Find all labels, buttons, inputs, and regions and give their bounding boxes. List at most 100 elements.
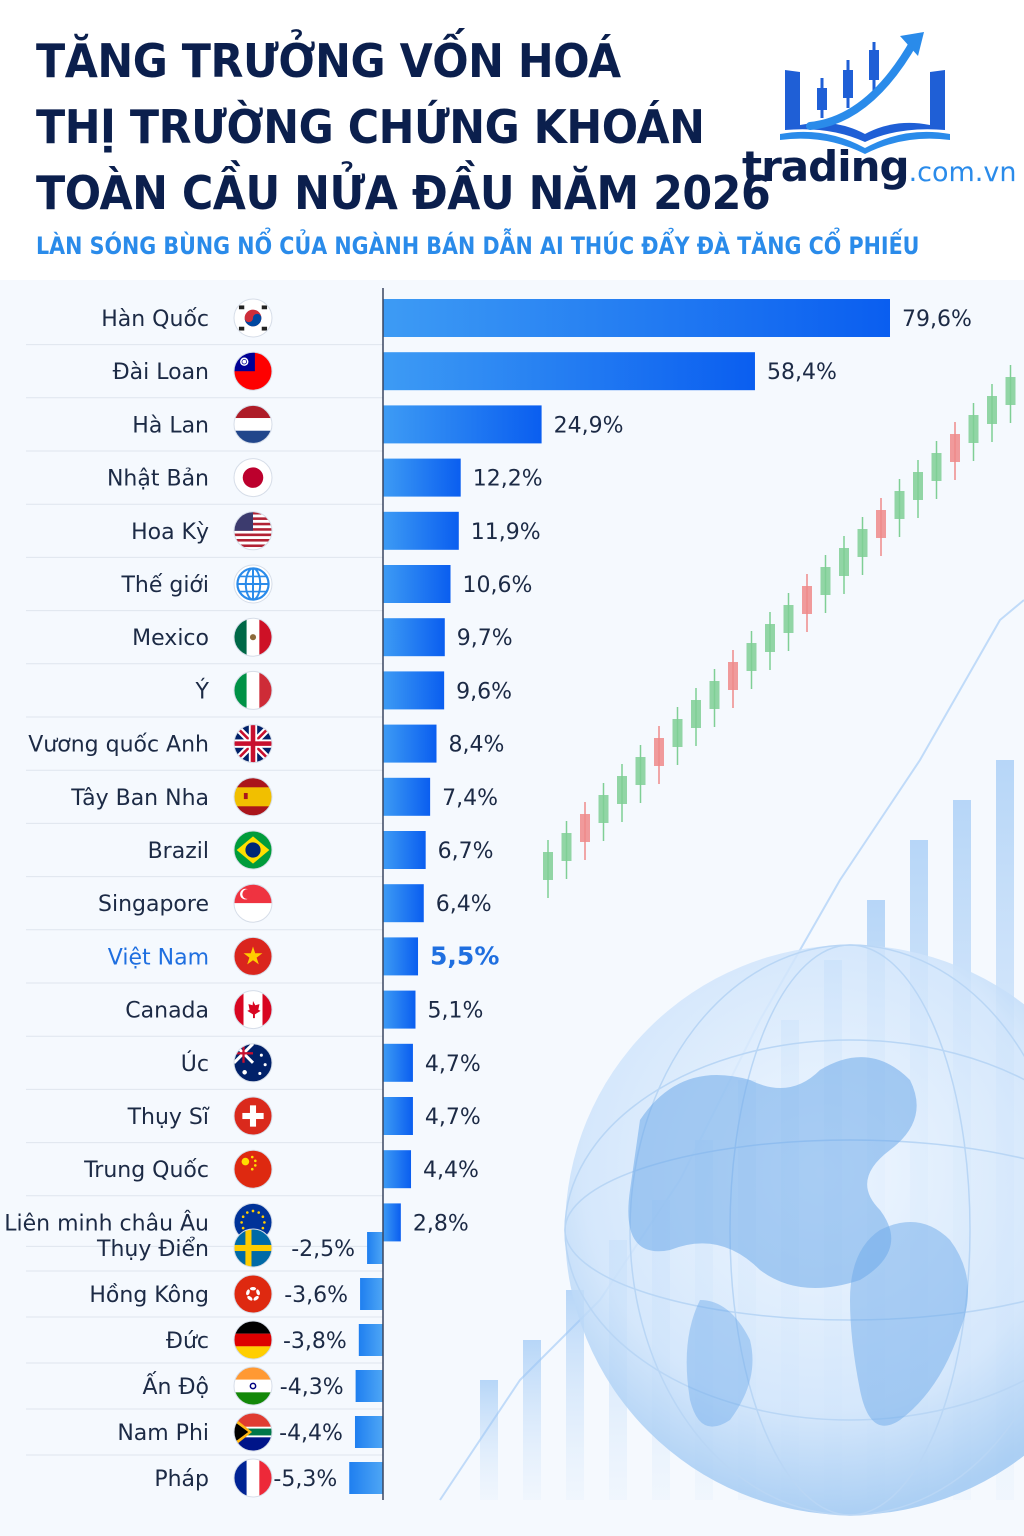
logo-wordmark: trading.com.vn [742, 142, 1016, 191]
background-candle-body [672, 719, 683, 747]
value-label: -3,6% [284, 1283, 348, 1308]
background-candle-body [561, 833, 572, 861]
bar [383, 937, 419, 976]
bar [355, 1370, 383, 1402]
category-label: Liên minh châu Âu [4, 1210, 209, 1236]
category-label: Pháp [154, 1467, 209, 1492]
bar [383, 405, 542, 444]
spain-flag-icon [233, 777, 273, 817]
bar-row: Brazil 6,7% [148, 830, 494, 870]
bar [383, 777, 431, 816]
bar-row: Pháp -5,3% [154, 1458, 383, 1498]
south-africa-flag-icon [233, 1412, 273, 1452]
japan-flag-icon [233, 458, 273, 498]
bar-row: Úc 4,7% [181, 1043, 481, 1083]
background-candle-body [709, 681, 720, 709]
page-title: TĂNG TRƯỞNG VỐN HOÁ THỊ TRƯỜNG CHỨNG KHO… [36, 28, 771, 226]
category-label: Hà Lan [132, 413, 209, 438]
background-candle-body [820, 567, 831, 595]
bar [383, 990, 416, 1029]
logo-brand: trading [742, 142, 910, 191]
bar [383, 1043, 413, 1082]
background-candle-body [635, 757, 646, 785]
bar-row: Việt Nam 5,5% [108, 936, 499, 976]
hong-kong-flag-icon [233, 1274, 273, 1314]
uk-flag-icon [233, 724, 273, 764]
value-label: 9,7% [457, 626, 513, 651]
bar-row: Ý 9,6% [195, 670, 512, 710]
bar [349, 1462, 383, 1494]
background-candle-body [580, 814, 590, 842]
value-label: 8,4% [449, 733, 505, 758]
background-candle-body [839, 548, 849, 576]
vietnam-flag-icon [233, 936, 273, 976]
bar-row: Nam Phi -4,4% [117, 1412, 383, 1452]
background-candle-body [802, 586, 812, 614]
category-label: Vương quốc Anh [28, 733, 209, 758]
background-candle-body [728, 662, 738, 690]
background-candle-body [857, 529, 868, 557]
category-label: Canada [125, 999, 209, 1024]
bar [383, 565, 451, 603]
bar [383, 724, 437, 763]
category-label: Ý [195, 678, 210, 704]
category-label: Thụy Sĩ [127, 1105, 210, 1130]
value-label: -2,5% [291, 1237, 355, 1262]
background-candle-body [543, 852, 553, 880]
background-candle-body [617, 776, 627, 804]
background-candle-body [654, 738, 664, 766]
title-line-1: TĂNG TRƯỞNG VỐN HOÁ [36, 34, 621, 88]
bar [383, 511, 459, 550]
category-label: Đài Loan [113, 360, 209, 385]
logo-domain: .com.vn [908, 157, 1017, 188]
bar [354, 1416, 383, 1448]
bar-row: Đài Loan 58,4% [113, 351, 837, 391]
bar-row: Tây Ban Nha 7,4% [70, 777, 498, 817]
category-label: Thế giới [120, 573, 209, 598]
category-label: Brazil [148, 839, 209, 864]
bar [383, 299, 890, 337]
background-candle-body [765, 624, 775, 652]
background-candle-body [987, 396, 997, 424]
mexico-flag-icon [233, 617, 273, 657]
category-label: Hoa Kỳ [131, 520, 209, 545]
value-label: 79,6% [902, 307, 972, 332]
globe-icon [233, 564, 273, 604]
value-label: 12,2% [473, 467, 543, 492]
category-label: Hàn Quốc [101, 307, 209, 332]
background-bar [566, 1290, 584, 1500]
background-candle-body [598, 795, 609, 823]
germany-flag-icon [233, 1320, 273, 1360]
brazil-flag-icon [233, 830, 273, 870]
bar-row: Trung Quốc 4,4% [83, 1149, 479, 1189]
book-candlestick-arrow-logo [780, 32, 950, 154]
value-label: 2,8% [413, 1211, 469, 1236]
background-candle-body [1005, 377, 1016, 405]
title-line-3: TOÀN CẦU NỬA ĐẦU NĂM 2026 [36, 166, 771, 220]
singapore-flag-icon [233, 883, 273, 923]
background-candle-body [913, 472, 923, 500]
bar-row: Đức -3,8% [166, 1320, 383, 1360]
category-label: Úc [181, 1051, 209, 1077]
switzerland-flag-icon [233, 1096, 273, 1136]
sweden-flag-icon [233, 1228, 273, 1268]
value-label: 5,1% [427, 999, 483, 1024]
bar-row: Hoa Kỳ 11,9% [131, 511, 541, 551]
bar [358, 1324, 383, 1356]
category-label: Ấn Độ [143, 1372, 210, 1400]
bar [383, 831, 426, 869]
category-label: Mexico [132, 626, 209, 651]
value-label: 5,5% [430, 941, 499, 970]
value-label: 4,4% [423, 1158, 479, 1183]
background-candle-body [968, 415, 979, 443]
value-label: 6,4% [436, 892, 492, 917]
category-label: Singapore [98, 892, 209, 917]
canada-flag-icon [233, 990, 273, 1030]
category-label: Nam Phi [117, 1421, 209, 1446]
category-label: Tây Ban Nha [70, 786, 209, 811]
bar-row: Mexico 9,7% [132, 617, 513, 657]
bar-row: Canada 5,1% [125, 990, 483, 1030]
italy-flag-icon [233, 670, 273, 710]
background-candle-body [931, 453, 942, 481]
